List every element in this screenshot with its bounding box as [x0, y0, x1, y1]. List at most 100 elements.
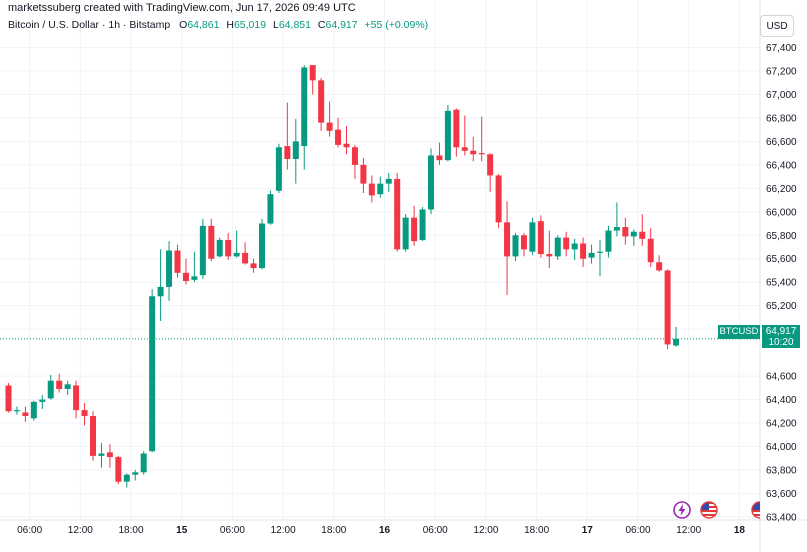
candle: [98, 442, 105, 468]
price-tick-label: 65,600: [766, 254, 797, 265]
candle-body: [149, 296, 156, 452]
candle-body: [123, 474, 130, 482]
time-tick-label: 18: [734, 525, 746, 536]
price-tick-label: 63,400: [766, 512, 797, 523]
candle: [453, 108, 460, 157]
candle-body: [199, 225, 206, 276]
candle: [546, 230, 553, 269]
candle-body: [478, 153, 485, 155]
price-tick-label: 66,000: [766, 207, 797, 218]
candle-body: [318, 80, 325, 123]
candle: [537, 215, 544, 258]
time-tick-label: 12:00: [473, 525, 498, 536]
candle: [512, 232, 519, 262]
candle-body: [166, 250, 173, 287]
candle-body: [470, 150, 477, 155]
candle: [580, 237, 587, 267]
time-tick-label: 15: [176, 525, 188, 536]
price-tick-label: 65,800: [766, 231, 797, 242]
candle: [411, 205, 418, 246]
candle: [419, 207, 426, 242]
candle-body: [47, 380, 54, 399]
time-axis[interactable]: 06:00 12:00 18:00 15 06:00 12:00 18:00 16 06:00 1…: [17, 525, 745, 536]
time-tick-label: 18:00: [321, 525, 346, 536]
candle-body: [368, 183, 375, 196]
time-tick-label: 18:00: [524, 525, 549, 536]
candle-body: [233, 252, 240, 257]
candle: [520, 232, 527, 257]
candle: [478, 116, 485, 162]
candle: [166, 241, 173, 301]
candles: [5, 65, 680, 488]
candle-body: [81, 410, 88, 416]
candle-body: [335, 129, 342, 145]
price-tick-label: 64,400: [766, 395, 797, 406]
open-label: O: [179, 19, 188, 31]
candle: [47, 374, 54, 400]
candle: [351, 144, 358, 179]
last-price-tag: 64,917 10:20: [762, 325, 800, 348]
candle-body: [664, 270, 671, 345]
time-tick-label: 12:00: [676, 525, 701, 536]
price-tick-label: 67,000: [766, 90, 797, 101]
open-value: 64,861: [187, 19, 220, 31]
candle-body: [419, 209, 426, 240]
candle: [182, 258, 189, 285]
candle-body: [495, 175, 502, 223]
price-tick-label: 66,600: [766, 137, 797, 148]
price-tick-label: 66,400: [766, 160, 797, 171]
high-value: 65,019: [233, 19, 267, 31]
candle-body: [504, 222, 511, 257]
candle: [656, 255, 663, 272]
candle: [309, 65, 316, 95]
candle-body: [360, 164, 367, 184]
candle-body: [453, 109, 460, 148]
candle-body: [250, 263, 257, 269]
lightning-event-icon[interactable]: [673, 501, 691, 519]
price-tick-label: 63,800: [766, 465, 797, 476]
candle-body: [656, 262, 663, 271]
currency-button[interactable]: USD: [760, 15, 794, 37]
us-flag-icon[interactable]: [751, 501, 760, 519]
candle: [191, 251, 198, 283]
candle: [394, 173, 401, 252]
candle-body: [115, 457, 122, 482]
candle: [73, 380, 80, 419]
candle-body: [309, 65, 316, 81]
candle: [123, 473, 130, 488]
candle: [233, 230, 240, 258]
candle: [588, 244, 595, 264]
price-tick-label: 67,200: [766, 66, 797, 77]
candle: [613, 202, 620, 237]
candle-body: [343, 143, 350, 148]
price-tick-label: 65,200: [766, 301, 797, 312]
us-flag-icon[interactable]: [700, 501, 718, 519]
time-tick-label: 18:00: [119, 525, 144, 536]
candle: [487, 153, 494, 192]
price-tick-label: 66,200: [766, 184, 797, 195]
candle-body: [461, 147, 468, 151]
candle: [360, 157, 367, 194]
candle-body: [639, 231, 646, 239]
price-axis[interactable]: 67,400 67,200 67,000 66,800 66,600 66,400 66,2…: [766, 43, 797, 523]
candle: [504, 201, 511, 296]
symbol-label[interactable]: Bitcoin / U.S. Dollar · 1h · Bitstamp: [8, 19, 171, 31]
candle: [56, 373, 63, 393]
candle-body: [225, 239, 232, 257]
candle-body: [157, 286, 164, 297]
candle: [368, 175, 375, 203]
candle: [208, 218, 215, 262]
candle: [554, 235, 561, 260]
candle-body: [64, 384, 71, 389]
candle-body: [605, 230, 612, 252]
candle: [335, 117, 342, 148]
candle-body: [571, 243, 578, 250]
low-label: L: [273, 19, 279, 31]
low-value: 64,851: [278, 19, 311, 31]
candle: [301, 65, 308, 170]
candle: [563, 231, 570, 257]
ohlc-legend: Bitcoin / U.S. Dollar · 1h · Bitstamp O6…: [8, 19, 432, 31]
candle-body: [436, 155, 443, 161]
candle: [402, 214, 409, 252]
